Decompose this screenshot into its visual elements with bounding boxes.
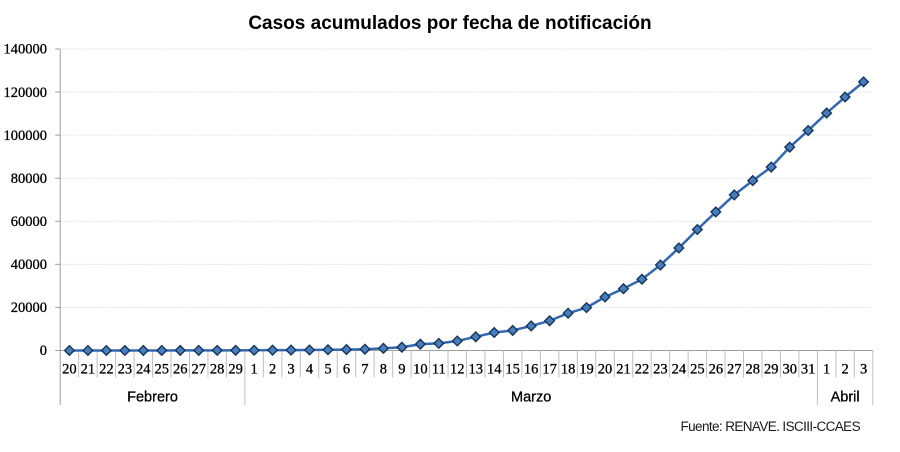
svg-text:7: 7 xyxy=(361,362,368,378)
svg-text:8: 8 xyxy=(380,362,387,378)
svg-text:18: 18 xyxy=(561,362,576,378)
svg-text:26: 26 xyxy=(173,362,188,378)
svg-text:2: 2 xyxy=(269,362,276,378)
svg-text:11: 11 xyxy=(432,362,446,378)
svg-text:140000: 140000 xyxy=(4,42,48,58)
svg-text:1: 1 xyxy=(823,362,830,378)
svg-text:22: 22 xyxy=(635,362,650,378)
svg-text:60000: 60000 xyxy=(11,214,47,230)
svg-text:80000: 80000 xyxy=(11,171,47,187)
svg-text:28: 28 xyxy=(746,362,761,378)
svg-text:5: 5 xyxy=(324,362,331,378)
svg-text:27: 27 xyxy=(727,362,742,378)
svg-text:12: 12 xyxy=(450,362,465,378)
svg-text:29: 29 xyxy=(228,362,243,378)
svg-text:13: 13 xyxy=(468,362,483,378)
svg-text:27: 27 xyxy=(191,362,206,378)
svg-text:0: 0 xyxy=(40,343,47,359)
svg-text:3: 3 xyxy=(287,362,294,378)
svg-text:1: 1 xyxy=(250,362,257,378)
svg-text:23: 23 xyxy=(653,362,668,378)
svg-text:Casos acumulados por fecha de: Casos acumulados por fecha de notificaci… xyxy=(248,13,651,34)
svg-text:14: 14 xyxy=(487,362,502,378)
svg-text:22: 22 xyxy=(99,362,114,378)
svg-text:3: 3 xyxy=(860,362,867,378)
svg-text:Febrero: Febrero xyxy=(127,390,178,406)
svg-text:Fuente: RENAVE. ISCIII-CCAES: Fuente: RENAVE. ISCIII-CCAES xyxy=(680,419,860,434)
svg-text:24: 24 xyxy=(136,362,151,378)
svg-text:29: 29 xyxy=(764,362,779,378)
svg-text:21: 21 xyxy=(616,362,631,378)
svg-text:24: 24 xyxy=(672,362,687,378)
svg-text:25: 25 xyxy=(155,362,170,378)
svg-text:20000: 20000 xyxy=(11,300,47,316)
svg-text:31: 31 xyxy=(801,362,816,378)
svg-text:30: 30 xyxy=(782,362,797,378)
svg-text:40000: 40000 xyxy=(11,257,47,273)
svg-text:21: 21 xyxy=(81,362,96,378)
svg-text:9: 9 xyxy=(398,362,405,378)
svg-text:100000: 100000 xyxy=(4,128,48,144)
svg-text:4: 4 xyxy=(306,362,314,378)
svg-text:2: 2 xyxy=(841,362,848,378)
svg-text:20: 20 xyxy=(62,362,77,378)
svg-text:25: 25 xyxy=(690,362,705,378)
svg-text:17: 17 xyxy=(542,362,557,378)
svg-text:16: 16 xyxy=(524,362,539,378)
svg-text:Marzo: Marzo xyxy=(511,390,551,406)
svg-text:19: 19 xyxy=(579,362,594,378)
svg-text:Abril: Abril xyxy=(831,390,860,406)
svg-text:28: 28 xyxy=(210,362,225,378)
svg-text:120000: 120000 xyxy=(4,85,48,101)
svg-text:20: 20 xyxy=(598,362,613,378)
svg-text:15: 15 xyxy=(505,362,520,378)
svg-text:6: 6 xyxy=(343,362,350,378)
svg-text:10: 10 xyxy=(413,362,428,378)
svg-text:23: 23 xyxy=(118,362,133,378)
svg-text:26: 26 xyxy=(709,362,724,378)
